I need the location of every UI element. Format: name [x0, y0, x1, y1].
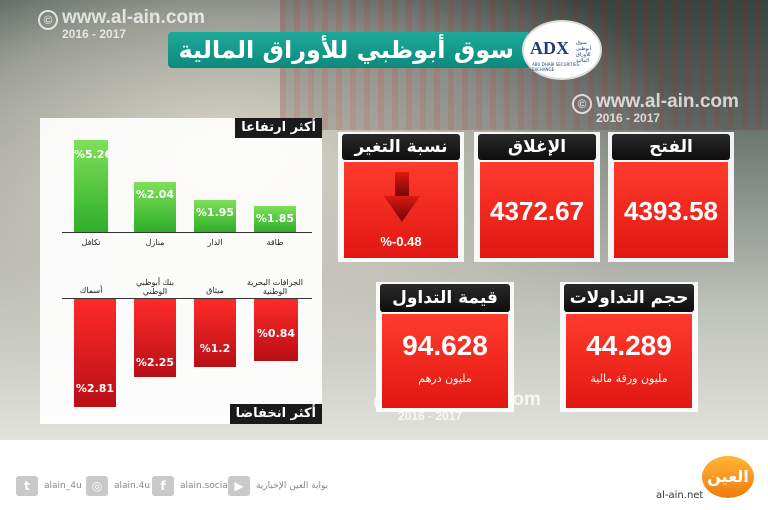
- loser-label: الجرافات البحرية الوطنية: [247, 278, 303, 296]
- loser-value: %0.84: [256, 327, 296, 340]
- loser-value: %2.81: [75, 382, 115, 395]
- gainer-label: منازل: [145, 238, 165, 247]
- watermark-url: www.al-ain.com: [62, 7, 205, 28]
- page-title: سوق أبوظبي للأوراق المالية: [168, 32, 528, 68]
- volume-card: حجم التداولات 44.289 مليون ورقة مالية: [560, 282, 698, 412]
- facebook-link[interactable]: f alain.social: [152, 476, 230, 496]
- youtube-handle: بوابة العين الإخبارية: [256, 481, 329, 491]
- facebook-icon: f: [152, 476, 174, 496]
- gainer-bar-aldar: %1.95: [194, 200, 236, 232]
- footer: [0, 440, 768, 510]
- twitter-icon: t: [16, 476, 38, 496]
- watermark-years: 2016 - 2017: [62, 27, 127, 41]
- change-body: %-0.48: [344, 162, 458, 258]
- volume-unit: مليون ورقة مالية: [590, 372, 668, 385]
- loser-bar-methaq: %1.2: [194, 299, 236, 367]
- gainers-heading: أكثر ارتفاعا: [235, 118, 322, 138]
- gainer-value: %5.26: [74, 148, 113, 161]
- al-ain-logo: العين: [702, 456, 754, 498]
- facebook-handle: alain.social: [180, 481, 231, 491]
- close-body: 4372.67: [480, 162, 594, 258]
- loser-label: ميثاق: [206, 286, 224, 295]
- open-value: 4393.58: [624, 196, 718, 226]
- change-value: %-0.48: [380, 234, 422, 249]
- losers-axis: [62, 298, 312, 299]
- close-card: الإغلاق 4372.67: [474, 132, 600, 262]
- gainers-axis: [62, 232, 312, 233]
- trade-value-number: 94.628: [402, 330, 488, 361]
- change-heading: نسبة التغير: [342, 134, 460, 160]
- instagram-link[interactable]: ◎ alain.4u: [86, 476, 150, 496]
- watermark-right: © www.al-ain.com 2016 - 2017: [572, 91, 739, 125]
- volume-body: 44.289 مليون ورقة مالية: [566, 314, 692, 408]
- copyright-icon: ©: [572, 94, 592, 114]
- loser-label: أسماك: [79, 286, 103, 295]
- watermark-url: www.al-ain.com: [596, 91, 739, 112]
- gainer-value: %2.04: [135, 188, 175, 201]
- volume-number: 44.289: [586, 330, 672, 361]
- watermark-years: 2016 - 2017: [398, 409, 463, 423]
- losers-heading: أكثر انخفاضا: [229, 404, 322, 424]
- gainer-value: %1.85: [255, 212, 295, 225]
- adx-logo-text: ADX: [530, 38, 569, 58]
- instagram-handle: alain.4u: [114, 481, 151, 491]
- trade-value-unit: مليون درهم: [418, 372, 472, 385]
- gainer-bar-takaful: %5.26: [74, 140, 113, 232]
- twitter-handle: alain_4u: [44, 481, 82, 491]
- trade-value-heading: قيمة التداول: [380, 284, 510, 312]
- gainer-bar-manazel: %2.04: [134, 182, 176, 232]
- twitter-link[interactable]: t alain_4u: [16, 476, 82, 496]
- gainer-label: تكافل: [81, 238, 101, 247]
- open-heading: الفتح: [612, 134, 730, 160]
- copyright-icon: ©: [38, 10, 58, 30]
- loser-bar-asmak: %2.81: [74, 299, 116, 407]
- loser-bar-dredging: %0.84: [254, 299, 298, 361]
- open-body: 4393.58: [614, 162, 728, 258]
- down-arrow-icon: [384, 172, 420, 222]
- adx-logo-english: ABU DHABI SECURITIES EXCHANGE: [532, 62, 580, 72]
- gainer-label: طاقة: [266, 238, 284, 247]
- site-url[interactable]: al-ain.net: [656, 490, 704, 501]
- gainer-bar-taqa: %1.85: [254, 206, 296, 232]
- watermark-top-left: © www.al-ain.com 2016 - 2017: [38, 7, 205, 41]
- watermark-years: 2016 - 2017: [596, 111, 661, 125]
- loser-value: %1.2: [199, 342, 231, 355]
- gainer-label: الدار: [207, 238, 223, 247]
- instagram-icon: ◎: [86, 476, 108, 496]
- loser-bar-nbad: %2.25: [134, 299, 176, 377]
- close-heading: الإغلاق: [478, 134, 596, 160]
- trade-value-body: 94.628 مليون درهم: [382, 314, 508, 408]
- volume-heading: حجم التداولات: [564, 284, 694, 312]
- gainer-value: %1.95: [195, 206, 235, 219]
- movers-panel: أكثر ارتفاعا %5.26 %2.04 %1.95 %1.85 تكا…: [40, 118, 322, 424]
- close-value: 4372.67: [490, 196, 584, 226]
- loser-label: بنك أبوظبي الوطني: [136, 278, 174, 296]
- open-card: الفتح 4393.58: [608, 132, 734, 262]
- adx-logo-arabic: سوق أبوظبي للأوراق المالية: [576, 40, 592, 64]
- loser-value: %2.25: [135, 356, 175, 369]
- change-card: نسبة التغير %-0.48: [338, 132, 464, 262]
- youtube-icon: ▶: [228, 476, 250, 496]
- adx-logo: ADX سوق أبوظبي للأوراق المالية ABU DHABI…: [522, 20, 602, 80]
- youtube-link[interactable]: ▶ بوابة العين الإخبارية: [228, 476, 328, 496]
- trade-value-card: قيمة التداول 94.628 مليون درهم: [376, 282, 514, 412]
